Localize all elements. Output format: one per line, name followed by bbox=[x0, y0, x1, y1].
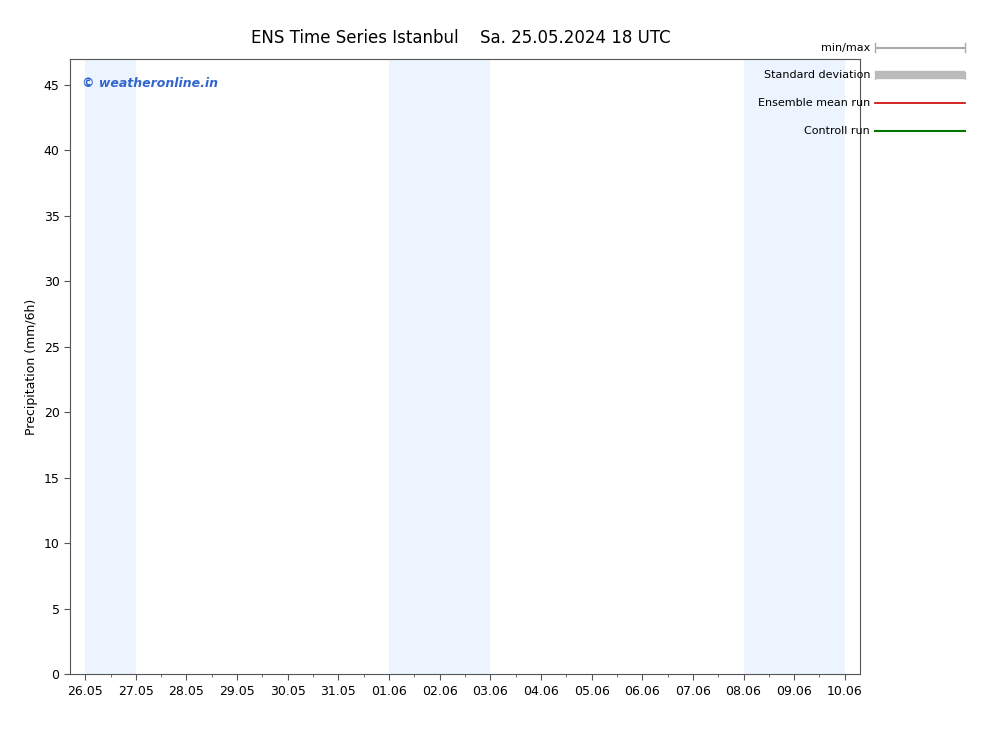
Y-axis label: Precipitation (mm/6h): Precipitation (mm/6h) bbox=[25, 298, 38, 435]
Text: ENS Time Series Istanbul: ENS Time Series Istanbul bbox=[251, 29, 459, 48]
Text: Ensemble mean run: Ensemble mean run bbox=[758, 98, 870, 108]
Text: Standard deviation: Standard deviation bbox=[764, 70, 870, 81]
Text: min/max: min/max bbox=[821, 43, 870, 53]
Text: © weatheronline.in: © weatheronline.in bbox=[82, 77, 218, 90]
Bar bbox=[389, 59, 490, 674]
Text: Controll run: Controll run bbox=[804, 126, 870, 136]
Bar bbox=[744, 59, 845, 674]
Bar bbox=[85, 59, 136, 674]
Text: Sa. 25.05.2024 18 UTC: Sa. 25.05.2024 18 UTC bbox=[480, 29, 670, 48]
